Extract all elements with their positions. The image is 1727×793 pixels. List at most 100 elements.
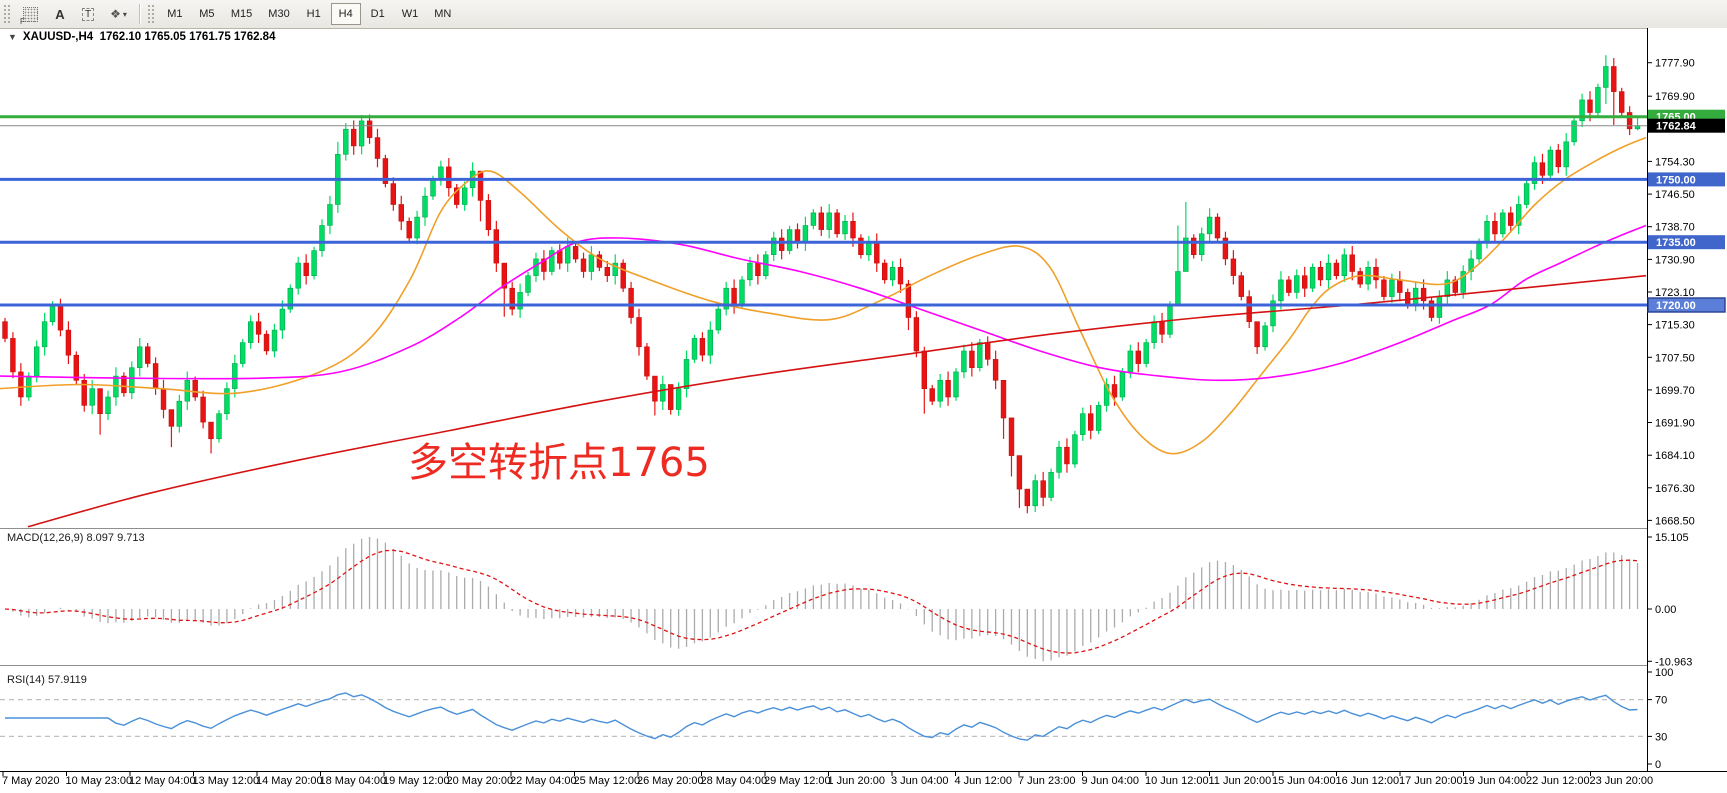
time-tick-label: 12 May 04:00 <box>129 775 196 787</box>
candle <box>945 371 951 406</box>
candle <box>517 283 523 318</box>
candle-body <box>1579 99 1585 122</box>
candle-body <box>1183 237 1189 272</box>
candle <box>1008 417 1015 477</box>
time-tick-label: 11 Jun 20:00 <box>1209 775 1272 787</box>
text-box-button[interactable]: T <box>75 3 101 25</box>
candle-body <box>129 367 135 394</box>
candle-body <box>57 304 64 331</box>
time-tick-label: 13 May 12:00 <box>193 775 260 787</box>
candle <box>366 114 373 144</box>
candle-body <box>105 396 111 415</box>
candle-body <box>953 371 959 398</box>
time-tick-label: 1 Jun 20:00 <box>828 775 886 787</box>
timeframe-button-M30[interactable]: M30 <box>261 3 296 25</box>
candle <box>1555 143 1562 174</box>
timeframe-toolbar: M1 M5 M15 M30 H1 H4 D1 W1 MN <box>159 3 459 25</box>
candle-body <box>778 237 785 251</box>
collapse-arrow-icon[interactable]: ▼ <box>8 32 17 42</box>
candle <box>691 334 698 364</box>
candle-body <box>1603 66 1609 88</box>
candle-body <box>699 338 706 356</box>
rsi-scale-label: 100 <box>1655 667 1673 679</box>
candle <box>1428 297 1435 322</box>
candle <box>129 361 135 400</box>
timeframe-button-H1[interactable]: H1 <box>299 3 329 25</box>
timeframe-button-D1[interactable]: D1 <box>363 3 393 25</box>
candle-body <box>279 308 286 331</box>
candle <box>438 160 444 186</box>
candle <box>41 312 48 356</box>
candle-body <box>1563 141 1569 168</box>
ma-mid-magenta-line <box>0 224 1647 382</box>
macd-signal-line <box>4 549 1638 654</box>
candle-body <box>358 120 365 147</box>
candle <box>1516 195 1522 235</box>
timeframe-button-W1[interactable]: W1 <box>395 3 426 25</box>
candle <box>303 254 309 285</box>
candle-body <box>866 241 872 256</box>
candle <box>1286 276 1292 297</box>
candle-body <box>41 321 48 348</box>
candle-body <box>453 187 460 205</box>
candle <box>961 344 967 379</box>
candle <box>1460 265 1466 299</box>
chart-text-annotation[interactable]: 多空转折点1765 <box>408 440 710 486</box>
candle-body <box>414 216 420 239</box>
candle <box>1072 430 1078 468</box>
candle <box>1626 106 1633 136</box>
candle-body <box>1175 271 1181 306</box>
candle-body <box>1492 221 1498 235</box>
candle <box>1563 133 1569 176</box>
candle-body <box>1056 446 1062 473</box>
candle <box>279 300 286 339</box>
candlestick-layer <box>2 55 1641 514</box>
chevron-down-icon: ▾ <box>122 9 127 19</box>
candle-body <box>168 409 175 427</box>
candle <box>390 177 396 211</box>
candle <box>897 258 904 293</box>
timeframe-button-M5[interactable]: M5 <box>192 3 222 25</box>
candle-body <box>1111 384 1118 398</box>
timeframe-button-H4[interactable]: H4 <box>330 3 361 25</box>
candle-body <box>271 329 278 352</box>
candle-body <box>65 329 72 356</box>
price-tick-label: 1738.70 <box>1655 222 1695 234</box>
candle <box>731 279 737 314</box>
candle-body <box>2 321 8 339</box>
candle-body <box>691 338 698 360</box>
candle-body <box>374 137 381 159</box>
candle <box>89 379 95 415</box>
time-tick-label: 7 Jun 23:00 <box>1018 775 1076 787</box>
candle-body <box>97 388 103 415</box>
candle-body <box>176 400 182 427</box>
candle-body <box>1032 480 1038 507</box>
candle <box>1302 266 1308 297</box>
price-badge-1720.00[interactable]: 1720.00 <box>1647 297 1726 313</box>
candle <box>889 261 896 287</box>
candle <box>628 281 634 324</box>
candle-body <box>1317 266 1324 281</box>
toolbar-drag-handle[interactable] <box>3 4 12 24</box>
price-badge-1762.84[interactable]: 1762.84 <box>1648 118 1725 133</box>
price-badge-1735.00[interactable]: 1735.00 <box>1648 235 1725 250</box>
candle-body <box>477 170 484 201</box>
candle <box>65 321 72 364</box>
candle <box>660 375 666 410</box>
candle-body <box>794 229 801 243</box>
chart-shift-button[interactable]: F <box>16 3 45 26</box>
price-badge-1750.00[interactable]: 1750.00 <box>1648 172 1725 187</box>
timeframe-button-M1[interactable]: M1 <box>160 3 190 25</box>
text-label-button[interactable]: A <box>47 3 73 25</box>
time-tick-label: 17 Jun 20:00 <box>1399 775 1463 787</box>
timeframe-button-M15[interactable]: M15 <box>224 3 259 25</box>
candle <box>1436 290 1443 324</box>
candle-body <box>723 287 729 310</box>
candle-body <box>874 241 880 264</box>
timeframe-button-MN[interactable]: MN <box>427 3 458 25</box>
candle <box>580 252 587 278</box>
timeframe-drag-handle[interactable] <box>146 4 156 24</box>
objects-dropdown-button[interactable]: ❖ ▾ <box>103 3 134 25</box>
candle <box>525 271 531 297</box>
